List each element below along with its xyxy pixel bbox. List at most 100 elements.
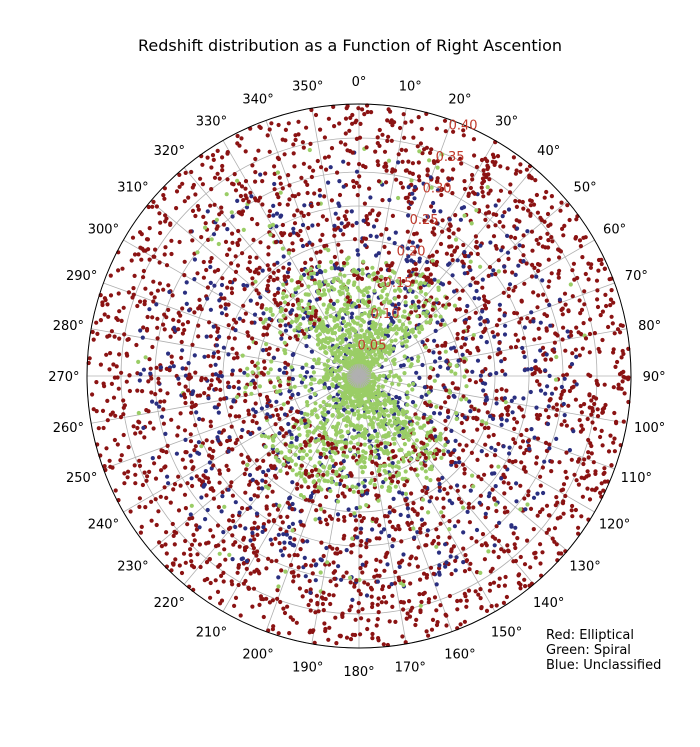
point-unclassified xyxy=(294,437,299,442)
point-elliptical xyxy=(396,294,401,299)
point-elliptical xyxy=(382,149,388,154)
point-unclassified xyxy=(277,431,282,436)
point-spiral xyxy=(352,511,357,516)
point-elliptical xyxy=(303,260,308,265)
point-elliptical xyxy=(281,606,286,611)
point-spiral xyxy=(250,370,255,375)
point-spiral xyxy=(394,331,399,336)
point-elliptical xyxy=(427,348,432,353)
point-elliptical xyxy=(448,485,453,490)
point-spiral xyxy=(283,455,288,460)
point-unclassified xyxy=(437,411,442,416)
point-spiral xyxy=(381,299,387,305)
point-elliptical xyxy=(145,474,150,479)
point-elliptical xyxy=(246,199,251,204)
point-elliptical xyxy=(193,402,198,408)
point-elliptical xyxy=(381,642,386,647)
point-elliptical xyxy=(501,290,506,295)
point-unclassified xyxy=(438,364,443,369)
point-spiral xyxy=(392,415,397,420)
point-elliptical xyxy=(236,565,241,570)
point-elliptical xyxy=(317,188,322,193)
point-elliptical xyxy=(581,235,586,240)
point-elliptical xyxy=(403,120,408,125)
point-elliptical xyxy=(545,231,550,236)
point-elliptical xyxy=(486,172,491,177)
point-elliptical xyxy=(218,304,223,309)
point-elliptical xyxy=(436,535,441,540)
point-elliptical xyxy=(462,484,467,489)
point-elliptical xyxy=(370,516,375,522)
point-unclassified xyxy=(314,562,319,567)
point-elliptical xyxy=(344,209,349,214)
point-elliptical xyxy=(586,450,591,455)
point-elliptical xyxy=(452,249,457,254)
point-elliptical xyxy=(357,184,362,189)
point-elliptical xyxy=(544,328,549,333)
point-spiral xyxy=(390,381,395,386)
point-spiral xyxy=(414,294,419,300)
point-unclassified xyxy=(534,405,539,410)
point-unclassified xyxy=(412,196,417,201)
point-elliptical xyxy=(169,360,174,365)
point-elliptical xyxy=(287,631,292,636)
point-elliptical xyxy=(484,453,489,458)
point-elliptical xyxy=(587,331,593,337)
point-unclassified xyxy=(166,481,171,486)
point-elliptical xyxy=(480,285,485,290)
point-unclassified xyxy=(474,288,479,294)
point-elliptical xyxy=(126,290,131,295)
point-elliptical xyxy=(563,302,568,307)
point-spiral xyxy=(315,324,321,330)
point-spiral xyxy=(345,261,350,266)
point-elliptical xyxy=(205,285,210,290)
point-elliptical xyxy=(386,250,391,255)
point-elliptical xyxy=(329,516,334,521)
point-elliptical xyxy=(606,449,612,454)
point-elliptical xyxy=(609,288,614,293)
point-elliptical xyxy=(278,599,283,605)
point-unclassified xyxy=(468,283,473,288)
point-unclassified xyxy=(184,301,189,306)
point-spiral xyxy=(315,289,321,294)
point-unclassified xyxy=(221,530,226,535)
point-unclassified xyxy=(254,511,260,516)
point-spiral xyxy=(339,429,344,434)
point-unclassified xyxy=(237,316,242,321)
point-elliptical xyxy=(602,382,607,387)
point-spiral xyxy=(229,210,234,215)
point-elliptical xyxy=(464,443,469,448)
point-spiral xyxy=(448,362,453,367)
point-spiral xyxy=(347,410,352,415)
point-elliptical xyxy=(568,329,573,335)
point-unclassified xyxy=(147,307,152,312)
point-elliptical xyxy=(313,467,318,472)
point-spiral xyxy=(386,300,391,305)
point-elliptical xyxy=(312,191,317,196)
point-elliptical xyxy=(182,492,188,497)
point-elliptical xyxy=(405,520,410,526)
point-unclassified xyxy=(494,401,499,406)
point-elliptical xyxy=(449,571,454,577)
point-unclassified xyxy=(462,415,467,420)
point-elliptical xyxy=(595,288,600,293)
point-unclassified xyxy=(180,366,185,371)
point-elliptical xyxy=(314,508,319,513)
point-unclassified xyxy=(444,560,449,565)
point-elliptical xyxy=(292,552,297,558)
point-unclassified xyxy=(159,414,165,419)
point-elliptical xyxy=(476,474,481,479)
point-elliptical xyxy=(201,473,206,478)
point-unclassified xyxy=(290,501,295,507)
point-elliptical xyxy=(302,418,307,423)
point-elliptical xyxy=(202,578,207,583)
point-spiral xyxy=(365,290,370,295)
point-elliptical xyxy=(373,461,379,466)
point-elliptical xyxy=(524,167,530,172)
point-unclassified xyxy=(276,532,281,537)
point-unclassified xyxy=(562,413,567,418)
point-unclassified xyxy=(257,426,262,431)
point-spiral xyxy=(391,346,396,351)
point-spiral xyxy=(351,267,356,272)
point-elliptical xyxy=(94,320,99,325)
